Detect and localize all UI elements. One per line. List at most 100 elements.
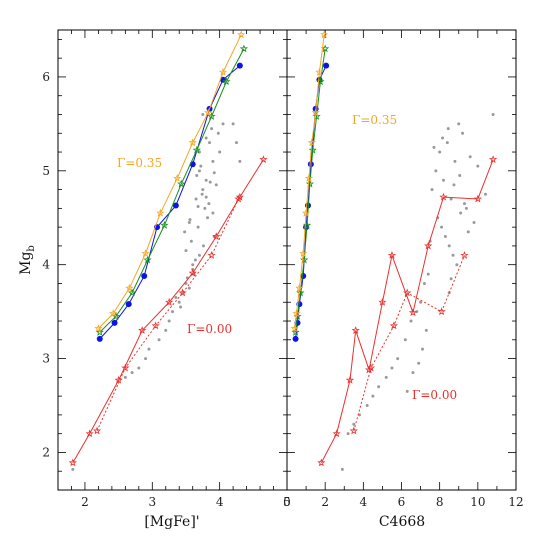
right-series-1-marker — [312, 112, 321, 120]
left-series-3-line — [72, 159, 264, 464]
right-data-point — [457, 122, 461, 126]
left-data-point — [187, 220, 191, 224]
right-series-1-marker — [302, 220, 312, 229]
left-data-point — [123, 375, 127, 379]
left-y-tick-label: 4 — [42, 258, 50, 272]
left-data-point — [216, 131, 220, 135]
left-data-point — [234, 141, 238, 145]
right-series-2-marker — [292, 309, 301, 318]
right-series-2-marker — [290, 324, 299, 333]
left-data-point — [71, 467, 75, 471]
left-series-2-marker — [125, 283, 134, 292]
right-series-2-marker — [320, 30, 329, 39]
left-series-0-marker — [96, 335, 103, 342]
y-axis-label-sub: b — [26, 245, 37, 251]
left-series-2-marker — [109, 309, 118, 318]
right-data-point — [458, 174, 462, 178]
left-annotation-gamma-035: Γ=0.35 — [117, 156, 162, 170]
left-series-3-marker — [212, 232, 221, 241]
left-data-point — [187, 286, 191, 290]
right-data-point — [419, 300, 423, 304]
left-annotation-gamma-000: Γ=0.00 — [187, 322, 232, 336]
right-series-3-marker — [378, 297, 387, 306]
left-x-tick-label: 5 — [283, 495, 291, 509]
left-data-point — [208, 180, 212, 184]
right-data-point — [459, 211, 463, 215]
right-series-3-marker — [364, 365, 374, 374]
right-annotation-gamma-035: Γ=0.35 — [352, 113, 397, 127]
right-data-point — [468, 155, 472, 159]
right-data-point — [464, 206, 468, 210]
right-series-3-marker — [387, 250, 397, 259]
left-data-point — [137, 366, 141, 370]
left-data-point — [171, 310, 174, 314]
left-data-point — [199, 164, 203, 168]
right-data-point — [476, 164, 480, 168]
right-data-point — [472, 220, 476, 224]
right-x-tick-label: 4 — [360, 495, 368, 509]
left-data-point — [204, 178, 208, 182]
right-data-point — [455, 263, 459, 267]
right-annotation-gamma-000: Γ=0.00 — [412, 388, 457, 402]
right-panel: 0 2 4 6 8 10 12 Γ=0.35 Γ=0.00 C4668 — [283, 29, 524, 530]
right-data-point — [441, 178, 445, 182]
left-data-point — [197, 253, 201, 257]
left-data-point — [147, 347, 151, 351]
left-data-point — [212, 171, 216, 175]
left-data-point — [194, 197, 198, 201]
right-scatter-points — [340, 112, 495, 471]
right-series-3-marker — [351, 326, 360, 334]
left-series-3-marker — [235, 192, 244, 201]
left-data-point — [193, 258, 197, 262]
left-series-3-marker — [68, 458, 77, 467]
right-data-point — [340, 467, 344, 471]
left-series-4-marker — [151, 321, 160, 330]
left-series-0-marker — [125, 301, 132, 308]
left-series — [68, 30, 268, 467]
left-series-2-line — [98, 34, 242, 329]
right-series-2-line — [294, 34, 325, 329]
right-series-4-marker — [366, 363, 376, 372]
right-data-point — [445, 141, 449, 145]
right-data-point — [403, 338, 407, 342]
left-data-point — [201, 112, 205, 116]
right-data-point — [447, 244, 451, 248]
left-data-point — [174, 296, 178, 300]
left-series-1-marker — [222, 77, 231, 86]
left-series-1-marker — [127, 288, 137, 297]
left-data-point — [195, 174, 199, 178]
left-data-point — [196, 225, 200, 229]
right-data-point — [430, 188, 434, 192]
right-series-3-marker — [317, 458, 326, 467]
left-y-tick-label: 3 — [42, 352, 50, 366]
right-plot-frame — [286, 29, 517, 491]
left-data-point — [207, 202, 211, 206]
left-data-point — [164, 328, 168, 332]
left-data-point — [206, 216, 210, 220]
right-series-4-marker — [349, 426, 358, 435]
right-data-point — [420, 347, 424, 351]
left-plot-frame — [57, 29, 288, 491]
right-series-4-marker — [389, 321, 398, 330]
left-series-3-marker — [114, 375, 123, 384]
left-y-tick-label: 5 — [42, 164, 50, 178]
left-series-2-marker — [237, 30, 246, 39]
left-series-1-line — [99, 48, 245, 333]
right-series-3-marker — [332, 429, 341, 438]
right-data-point — [422, 281, 426, 285]
right-series-0-marker — [292, 335, 299, 342]
left-x-axis-label: [MgFe]' — [144, 514, 199, 530]
left-series-1-marker — [95, 327, 104, 336]
right-data-point — [352, 422, 356, 426]
left-data-point — [211, 211, 215, 215]
left-y-tick-label: 6 — [42, 70, 50, 84]
left-data-point — [231, 122, 235, 126]
right-data-point — [384, 375, 388, 379]
right-series-4-line — [353, 255, 465, 431]
right-data-point — [449, 197, 453, 201]
left-data-point — [177, 300, 181, 304]
right-series-4-marker — [460, 250, 469, 259]
right-data-point — [415, 310, 419, 314]
left-data-point — [201, 244, 205, 248]
left-data-point — [188, 218, 192, 222]
